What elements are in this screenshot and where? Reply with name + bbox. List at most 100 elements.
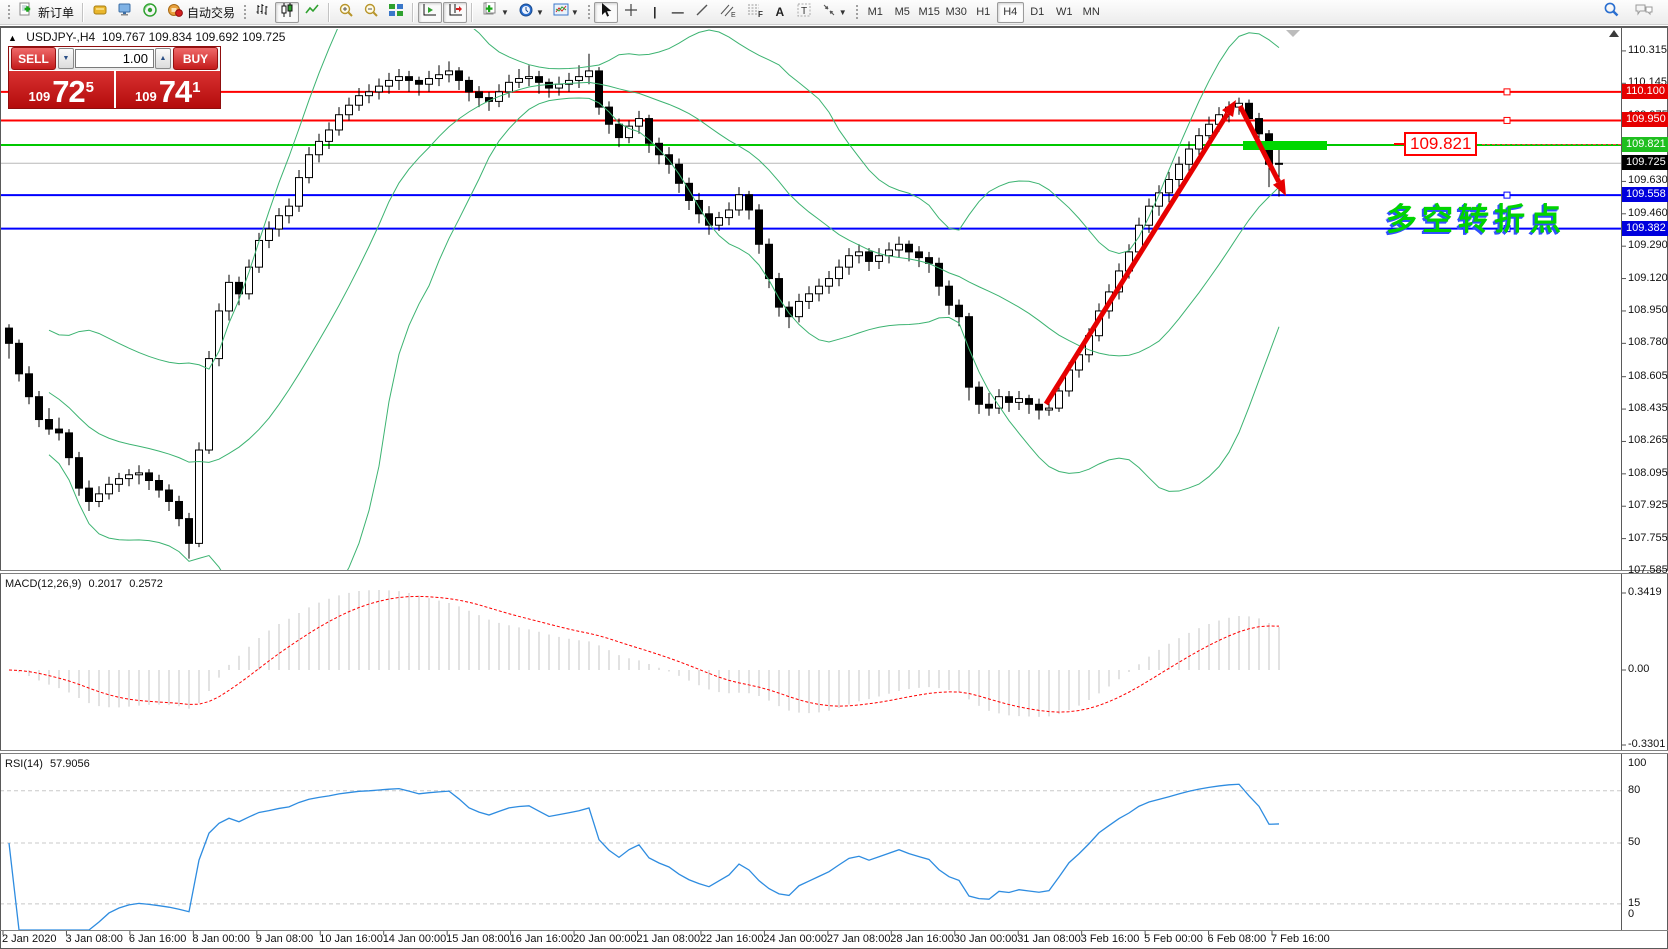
timeframe-button-M5[interactable]: M5	[894, 6, 910, 18]
time-tick-label: 6 Feb 08:00	[1207, 933, 1267, 945]
signals-button[interactable]	[138, 2, 162, 23]
time-tick-label: 5 Feb 00:00	[1144, 933, 1203, 945]
chart-shift-button[interactable]	[443, 1, 468, 23]
line-handle-109.558[interactable]	[1503, 191, 1511, 199]
candle-body	[525, 76, 533, 80]
candle-body	[295, 177, 303, 207]
low-value: 109.692	[195, 30, 239, 44]
toolbar-grip[interactable]	[6, 3, 11, 21]
crosshair-button[interactable]	[619, 2, 643, 23]
main-price-pane[interactable]	[0, 0, 1621, 626]
candle-body	[375, 85, 383, 93]
timeframe-button-H1[interactable]: H1	[976, 6, 991, 18]
sell-price-pip: 5	[85, 79, 95, 96]
candle-body	[975, 386, 983, 405]
toolbar-grip[interactable]	[853, 3, 859, 21]
buy-button[interactable]: BUY	[173, 47, 218, 70]
price-tag-109-821[interactable]: 109.821	[1404, 132, 1478, 156]
line-handle-110.100[interactable]	[1503, 88, 1511, 96]
volume-input[interactable]	[75, 49, 154, 68]
autotrading-button[interactable]: 自动交易	[163, 2, 239, 23]
candle-body	[325, 129, 333, 142]
fibonacci-button[interactable]: F	[742, 2, 768, 23]
macd-pane[interactable]	[8, 590, 1280, 717]
price-tick-label: 108.095	[1628, 466, 1668, 479]
candle-body	[965, 316, 973, 388]
rsi-line	[8, 783, 1280, 930]
chat-button[interactable]	[1630, 2, 1658, 23]
candle-body	[565, 79, 573, 85]
rsi-pane[interactable]	[0, 783, 1621, 930]
collapse-panel-icon[interactable]: ▲	[8, 33, 17, 43]
candle-body	[455, 70, 463, 81]
buy-price-box[interactable]: 109 74 1	[115, 70, 220, 108]
candle-body	[405, 76, 413, 81]
candle-body	[1165, 179, 1173, 194]
text-button[interactable]: A	[769, 2, 791, 23]
new-chart-button[interactable]: ▼	[477, 1, 513, 23]
candle-body	[335, 114, 343, 131]
volume-decrease-button[interactable]: ▼	[57, 48, 74, 69]
candle-chart-button[interactable]	[275, 1, 300, 23]
toolbar-separator	[471, 2, 474, 22]
time-tick-label: 14 Jan 00:00	[382, 933, 447, 945]
horizontal-line-button[interactable]: —	[667, 2, 689, 23]
text-icon: A	[775, 5, 785, 19]
zoom-out-button[interactable]	[359, 2, 383, 23]
toolbar-grip[interactable]	[242, 3, 248, 21]
timeframe-button-D1[interactable]: D1	[1030, 6, 1045, 18]
auto-scroll-button[interactable]	[418, 1, 443, 23]
line-chart-icon	[304, 2, 320, 23]
timeframe-button-M15[interactable]: M15	[918, 6, 940, 18]
cursor-button[interactable]	[593, 1, 618, 23]
line-handle-109.950[interactable]	[1503, 116, 1511, 124]
turning-point-text[interactable]: 多空转折点	[1386, 202, 1566, 237]
zoom-in-button[interactable]	[334, 2, 358, 23]
channel-button[interactable]: E	[715, 2, 741, 23]
timeframe-button-W1[interactable]: W1	[1055, 6, 1073, 18]
time-tick-label: 15 Jan 08:00	[446, 933, 510, 945]
timeframe-button-H4[interactable]: H4	[996, 1, 1024, 23]
toolbar-grip[interactable]	[585, 3, 591, 21]
volume-increase-button[interactable]: ▲	[155, 48, 172, 69]
trend-arrow-up[interactable]	[1043, 112, 1230, 406]
vertical-line-button[interactable]: |	[644, 2, 666, 23]
arrows-button[interactable]: ▼	[817, 2, 851, 23]
price-tick-label: 107.755	[1628, 531, 1668, 544]
rsi-pane-splitter[interactable]	[0, 750, 1668, 754]
chart-shift-marker[interactable]	[1286, 30, 1300, 37]
sell-price-box[interactable]: 109 72 5	[9, 70, 114, 108]
candle-body	[1275, 162, 1283, 165]
new-order-button[interactable]: 新订单	[14, 2, 78, 23]
search-button[interactable]	[1599, 2, 1624, 23]
line-handle-109.382[interactable]	[1503, 225, 1511, 233]
cursor-icon	[598, 2, 614, 23]
timeframe-button-M1[interactable]: M1	[867, 6, 883, 18]
chart-title: ▲ USDJPY-,H4 109.767 109.834 109.692 109…	[8, 30, 285, 44]
trendline-button[interactable]	[690, 2, 714, 23]
candle-body	[625, 125, 633, 139]
macd-pane-splitter[interactable]	[0, 570, 1668, 574]
sell-button[interactable]: SELL	[11, 47, 56, 70]
candle-body	[905, 243, 913, 253]
terminal-button[interactable]	[113, 2, 137, 23]
green-support-bar[interactable]	[1243, 141, 1327, 150]
metaeditor-button[interactable]	[88, 2, 112, 23]
candle-body	[575, 76, 583, 81]
rsi-value: 57.9056	[49, 758, 90, 770]
level-price-badge: 109.382	[1622, 220, 1668, 236]
timeframe-button-M30[interactable]: M30	[945, 6, 967, 18]
label-button[interactable]: T	[792, 2, 816, 23]
tile-windows-button[interactable]	[384, 2, 408, 23]
templates-button[interactable]: ▼	[549, 2, 583, 23]
candle-body	[415, 79, 423, 85]
bar-chart-button[interactable]	[250, 2, 274, 23]
trend-arrow-down[interactable]	[1237, 104, 1281, 183]
line-chart-button[interactable]	[300, 2, 324, 23]
candle-body	[85, 487, 93, 502]
symbol-period: USDJPY-,H4	[26, 30, 96, 44]
trendline-icon	[694, 2, 710, 23]
periods-button[interactable]: ▼	[514, 2, 548, 23]
timeframe-button-MN[interactable]: MN	[1082, 6, 1100, 18]
